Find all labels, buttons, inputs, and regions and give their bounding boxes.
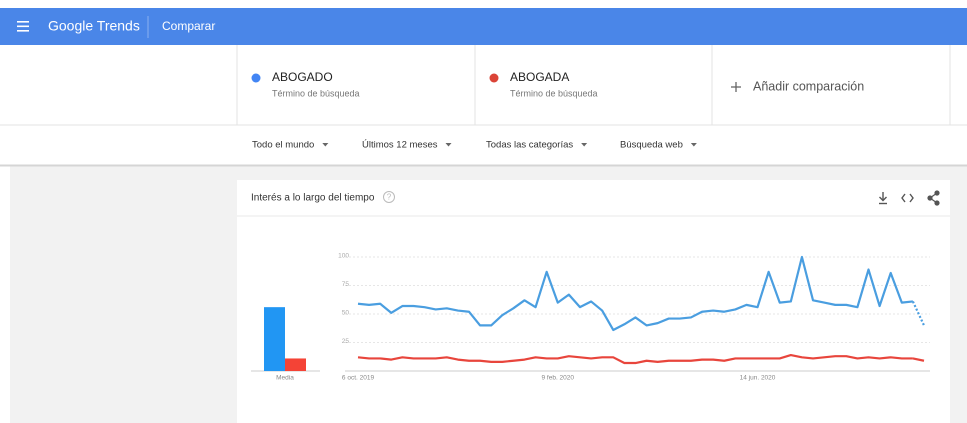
x-tick-label: 14 jun. 2020 — [740, 375, 776, 382]
chart-card — [237, 180, 950, 423]
term-subtitle: Término de búsqueda — [272, 88, 360, 98]
term-dot — [489, 73, 499, 83]
help-icon[interactable] — [383, 191, 395, 203]
series-line-end — [912, 357, 925, 362]
share-icon[interactable] — [927, 190, 940, 206]
menu-icon[interactable] — [17, 21, 29, 32]
logo[interactable]: Google Trends — [48, 18, 140, 34]
download-icon[interactable] — [879, 192, 887, 205]
average-bar — [264, 307, 285, 371]
term-name: ABOGADA — [510, 70, 569, 84]
y-tick-label: 25 — [342, 338, 350, 345]
filter[interactable]: Todo el mundo — [252, 140, 314, 151]
y-tick-label: 75 — [342, 281, 350, 288]
add-comparison[interactable]: Añadir comparación — [753, 79, 864, 93]
average-bar — [285, 358, 306, 371]
section-title: Comparar — [162, 19, 215, 33]
filter[interactable]: Todas las categorías — [486, 140, 573, 151]
x-tick-label: 6 oct. 2019 — [342, 375, 375, 382]
x-tick-label: 9 feb. 2020 — [541, 375, 574, 382]
filter-arrow — [581, 143, 588, 147]
term-name: ABOGADO — [272, 70, 333, 84]
help-icon-glyph: ? — [387, 193, 392, 202]
series-line — [357, 353, 913, 365]
filter-arrow — [445, 143, 452, 147]
add-icon[interactable] — [731, 82, 741, 92]
term-subtitle: Término de búsqueda — [510, 88, 598, 98]
series-line — [357, 255, 914, 332]
embed-icon[interactable] — [901, 193, 914, 203]
y-tick-label: 50 — [342, 310, 350, 317]
average-label: Media — [276, 375, 294, 382]
y-tick-label: 100 — [338, 253, 349, 260]
chart-title: Interés a lo largo del tiempo — [251, 193, 375, 204]
filter-arrow — [690, 143, 697, 147]
series-line-partial — [911, 300, 925, 326]
filter-arrow — [322, 143, 329, 147]
term-dot — [251, 73, 261, 83]
filter[interactable]: Últimos 12 meses — [362, 140, 438, 151]
filter[interactable]: Búsqueda web — [620, 140, 683, 151]
top-bar — [0, 8, 967, 45]
